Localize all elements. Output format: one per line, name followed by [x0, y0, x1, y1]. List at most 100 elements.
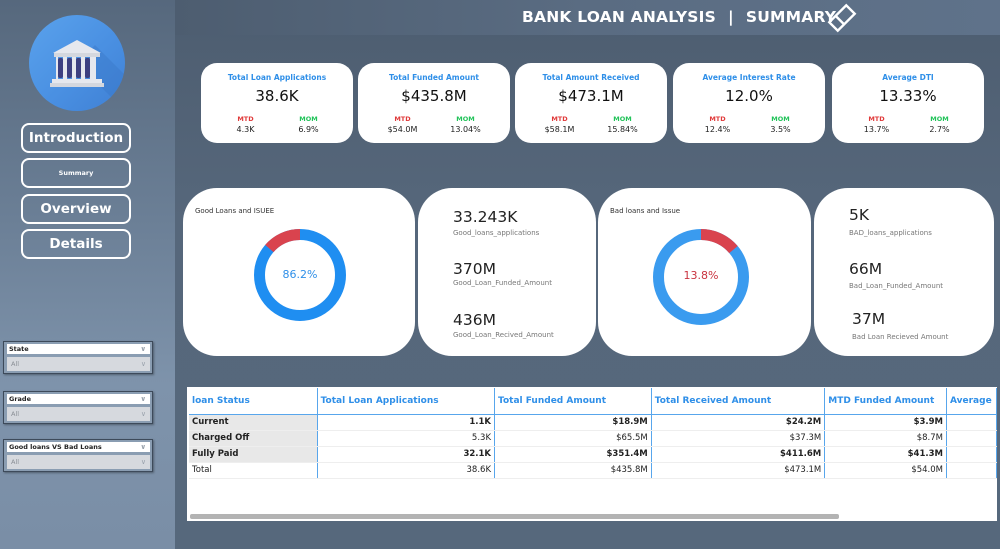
nav-overview-button[interactable]: Overview — [21, 194, 131, 224]
kpi-value: $473.1M — [558, 87, 624, 105]
nav-summary-button[interactable]: Summary — [21, 158, 131, 188]
column-header-total-applications[interactable]: Total Loan Applications — [317, 388, 496, 415]
good-funded-label: Good_Loan_Funded_Amount — [453, 279, 552, 287]
bad-loans-donut-chart[interactable] — [652, 228, 750, 326]
cell-mtd-funded: $54.0M — [824, 461, 947, 479]
kpi-title: Total Loan Applications — [227, 73, 327, 82]
kpi-mtd-label: MTD — [237, 115, 254, 123]
page-name: SUMMARY — [745, 8, 837, 26]
chevron-down-icon: ∨ — [140, 458, 146, 466]
donut-center-label: 13.8% — [683, 269, 719, 282]
title-bar — [175, 0, 1000, 35]
column-header-total-funded[interactable]: Total Funded Amount — [494, 388, 652, 415]
kpi-value: $435.8M — [401, 87, 467, 105]
loan-status-grid: loan Status Total Loan Applications Tota… — [189, 388, 997, 479]
donut-center-label: 86.2% — [282, 268, 318, 281]
good-vs-bad-dropdown[interactable]: All ∨ — [7, 455, 150, 469]
bad-loans-donut-card: Bad loans and Issue 13.8% — [598, 188, 811, 356]
good-vs-bad-slicer-header[interactable]: Good loans VS Bad Loans ∨ — [7, 442, 150, 452]
kpi-total-loan-applications: Total Loan Applications 38.6K MTD MOM 4.… — [201, 63, 353, 143]
cell-applications: 32.1K — [317, 446, 496, 463]
state-slicer: State ∨ All ∨ — [3, 341, 153, 374]
kpi-mom-label: MOM — [930, 115, 949, 123]
cell-status: Current — [189, 414, 318, 431]
cell-received: $411.6M — [651, 446, 826, 463]
kpi-mom-value: 13.04% — [450, 125, 481, 134]
kpi-mtd-label: MTD — [709, 115, 726, 123]
grade-dropdown[interactable]: All ∨ — [7, 407, 150, 421]
chevron-down-icon: ∨ — [140, 345, 146, 353]
cell-funded: $18.9M — [494, 414, 652, 431]
bad-received-label: Bad Loan Recieved Amount — [852, 333, 949, 341]
cell-mtd-funded: $3.9M — [824, 414, 947, 431]
good-loans-donut-chart[interactable] — [253, 228, 347, 322]
kpi-mom-value: 15.84% — [607, 125, 638, 134]
chevron-down-icon: ∨ — [140, 443, 146, 451]
cell-applications: 38.6K — [317, 461, 496, 479]
good-applications-value: 33.243K — [453, 208, 518, 226]
kpi-title: Average DTI — [882, 73, 934, 82]
bad-loan-segment[interactable] — [254, 229, 346, 321]
eraser-icon[interactable] — [826, 3, 858, 33]
cell-received: $37.3M — [651, 430, 826, 447]
good-loans-stats-card: 33.243K Good_loans_applications 370M Goo… — [418, 188, 596, 356]
good-applications-label: Good_loans_applications — [453, 229, 540, 237]
cell-average — [946, 446, 997, 463]
bad-funded-value: 66M — [849, 260, 883, 278]
dropdown-value: All — [11, 458, 20, 466]
kpi-mtd-value: 4.3K — [236, 125, 255, 134]
bank-logo — [29, 15, 125, 111]
kpi-mom-label: MOM — [613, 115, 632, 123]
state-slicer-header[interactable]: State ∨ — [7, 344, 150, 354]
bad-funded-label: Bad_Loan_Funded_Amount — [849, 282, 944, 290]
kpi-total-amount-received: Total Amount Received $473.1M MTD MOM $5… — [515, 63, 667, 143]
horizontal-scrollbar[interactable] — [190, 514, 839, 519]
kpi-value: 12.0% — [725, 87, 773, 105]
cell-applications: 1.1K — [317, 414, 496, 431]
grade-slicer: Grade ∨ All ∨ — [3, 391, 153, 424]
good-loans-donut-card: Good Loans and ISUEE 86.2% — [183, 188, 415, 356]
kpi-mom-value: 6.9% — [298, 125, 319, 134]
kpi-title: Average Interest Rate — [702, 73, 796, 82]
table-row[interactable]: Fully Paid 32.1K $351.4M $411.6M $41.3M — [189, 446, 997, 463]
table-total-row: Total 38.6K $435.8M $473.1M $54.0M — [189, 461, 997, 479]
bad-loan-segment[interactable] — [653, 229, 749, 325]
grade-slicer-header[interactable]: Grade ∨ — [7, 394, 150, 404]
column-header-average[interactable]: Average — [946, 388, 997, 415]
kpi-title: Total Funded Amount — [389, 73, 479, 82]
good-vs-bad-slicer: Good loans VS Bad Loans ∨ All ∨ — [3, 439, 153, 472]
column-header-loan-status[interactable]: loan Status — [189, 388, 318, 415]
kpi-mtd-value: 12.4% — [704, 125, 731, 134]
slicer-title: Grade — [9, 395, 31, 403]
kpi-mtd-label: MTD — [394, 115, 411, 123]
column-header-total-received[interactable]: Total Received Amount — [651, 388, 826, 415]
kpi-mtd-label: MTD — [551, 115, 568, 123]
kpi-mom-label: MOM — [299, 115, 318, 123]
kpi-mom-value: 3.5% — [770, 125, 791, 134]
cell-funded: $65.5M — [494, 430, 652, 447]
chevron-down-icon: ∨ — [140, 360, 146, 368]
cell-mtd-funded: $8.7M — [824, 430, 947, 447]
cell-average — [946, 414, 997, 431]
bad-received-value: 37M — [852, 310, 886, 328]
nav-introduction-button[interactable]: Introduction — [21, 123, 131, 153]
kpi-average-interest-rate: Average Interest Rate 12.0% MTD MOM 12.4… — [673, 63, 825, 143]
kpi-mom-label: MOM — [771, 115, 790, 123]
table-row[interactable]: Charged Off 5.3K $65.5M $37.3M $8.7M — [189, 430, 997, 447]
kpi-value: 13.33% — [879, 87, 937, 105]
cell-status: Fully Paid — [189, 446, 318, 463]
column-header-mtd-funded[interactable]: MTD Funded Amount — [824, 388, 947, 415]
state-dropdown[interactable]: All ∨ — [7, 357, 150, 371]
kpi-value: 38.6K — [255, 87, 299, 105]
kpi-mom-label: MOM — [456, 115, 475, 123]
cell-received: $473.1M — [651, 461, 826, 479]
table-row[interactable]: Current 1.1K $18.9M $24.2M $3.9M — [189, 414, 997, 431]
cell-status: Charged Off — [189, 430, 318, 447]
cell-applications: 5.3K — [317, 430, 496, 447]
chart-title: Bad loans and Issue — [610, 207, 681, 215]
cell-mtd-funded: $41.3M — [824, 446, 947, 463]
dropdown-value: All — [11, 360, 20, 368]
nav-details-button[interactable]: Details — [21, 229, 131, 259]
kpi-mtd-value: 13.7% — [863, 125, 890, 134]
good-received-label: Good_Loan_Recived_Amount — [453, 331, 554, 339]
